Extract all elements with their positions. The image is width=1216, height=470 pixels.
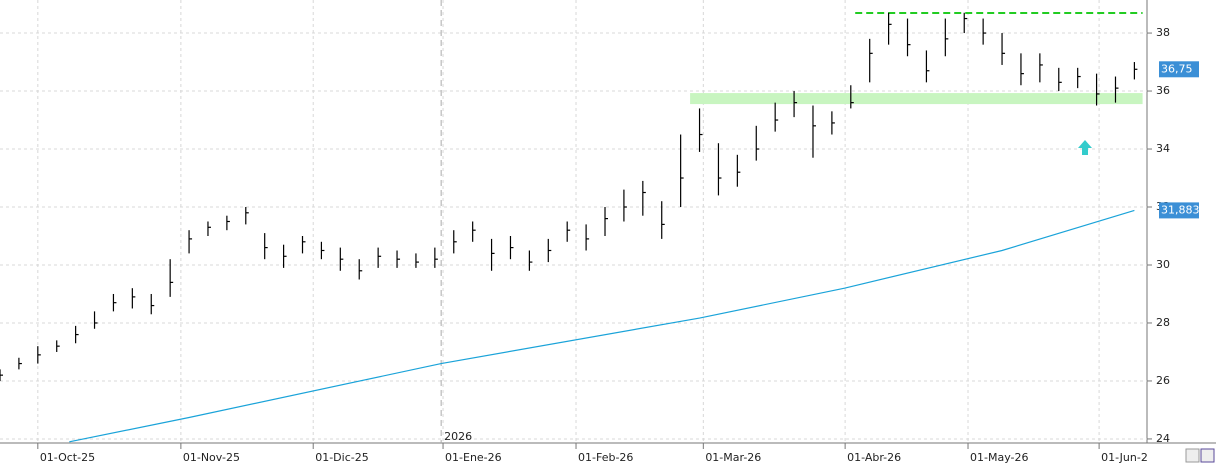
x-tick-label: 01-Nov-25: [183, 451, 240, 464]
icon[interactable]: [1185, 448, 1200, 463]
price-tag: [1159, 61, 1199, 78]
save-icon[interactable]: [1200, 448, 1215, 463]
y-tick-label: 30: [1156, 258, 1170, 271]
y-tick-label: 34: [1156, 142, 1170, 155]
x-tick-label: 01-Abr-26: [847, 451, 901, 464]
up-arrow: [1078, 140, 1092, 155]
y-tick-label: 28: [1156, 316, 1170, 329]
x-tick-label: 01-Jun-2: [1101, 451, 1148, 464]
price-tag-label: 31,883: [1161, 203, 1200, 216]
moving-average-line: [69, 209, 1135, 443]
year-label: 2026: [444, 430, 472, 443]
y-tick-label: 24: [1156, 432, 1170, 445]
x-tick-label: 01-Feb-26: [578, 451, 633, 464]
y-tick-label: 38: [1156, 26, 1170, 39]
support-band: [690, 93, 1143, 105]
x-tick-label: 01-Dic-25: [315, 451, 369, 464]
x-tick-label: 01-May-26: [970, 451, 1028, 464]
y-tick-label: 36: [1156, 84, 1170, 97]
x-tick-label: 01-Oct-25: [40, 451, 95, 464]
x-tick-label: 01-Mar-26: [705, 451, 761, 464]
price-tag-label: 36,75: [1161, 62, 1193, 75]
y-tick-label: 26: [1156, 374, 1170, 387]
price-tag: [1159, 202, 1199, 219]
x-tick-label: 01-Ene-26: [445, 451, 502, 464]
